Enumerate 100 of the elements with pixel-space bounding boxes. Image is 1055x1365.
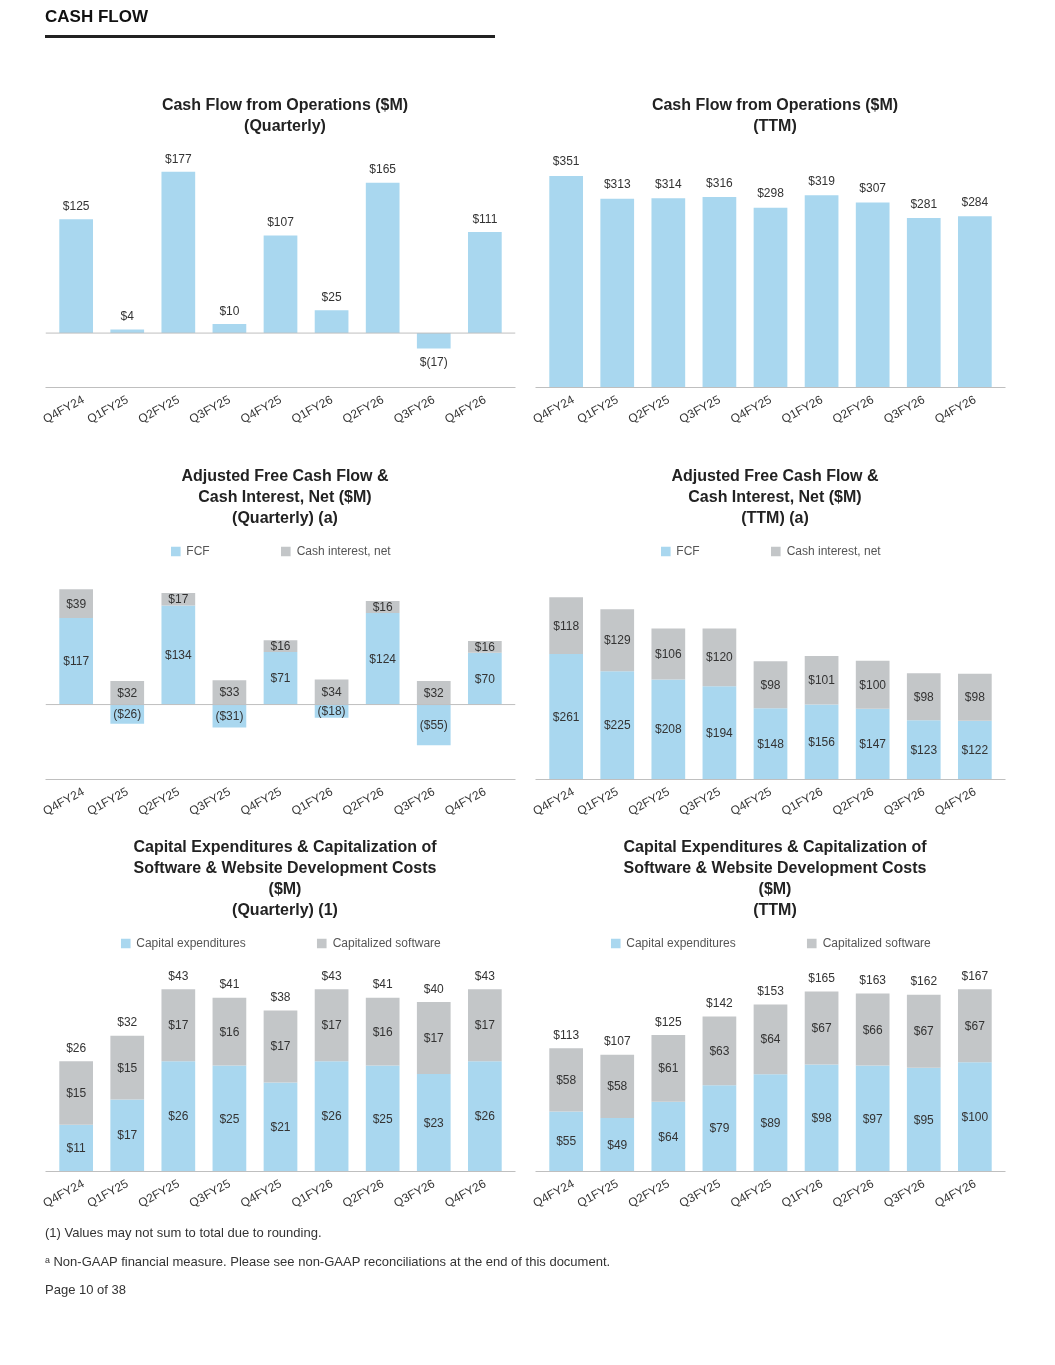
- bar: [957, 216, 992, 388]
- bar: [600, 609, 635, 672]
- data-label: $15: [117, 1060, 138, 1075]
- data-label: $261: [552, 710, 580, 725]
- bar: [753, 708, 788, 780]
- legend-label: FCF: [186, 544, 210, 559]
- data-label: $98: [811, 1111, 832, 1126]
- bar: [702, 1016, 737, 1086]
- bar: [855, 660, 890, 710]
- bar: [467, 1061, 502, 1172]
- chart-title: Cash Flow from Operations ($M) (TTM): [651, 95, 899, 137]
- chart-title: Adjusted Free Cash Flow & Cash Interest, Net ($M) (Quarterly) (a): [181, 466, 389, 529]
- data-label: ($18): [317, 704, 346, 719]
- data-label: $61: [658, 1061, 679, 1076]
- bar: [906, 720, 941, 780]
- bar: [314, 989, 349, 1062]
- total-label: $43: [168, 969, 189, 984]
- data-label: $298: [757, 186, 785, 201]
- data-label: $125: [62, 199, 90, 214]
- bar: [702, 197, 737, 388]
- data-label: $17: [168, 592, 189, 607]
- bar: [600, 671, 635, 780]
- data-label: $79: [709, 1121, 730, 1136]
- data-label: $16: [270, 639, 291, 654]
- data-label: $10: [219, 304, 240, 319]
- bar: [263, 652, 298, 705]
- data-label: $118: [553, 618, 580, 633]
- bar: [467, 989, 502, 1062]
- data-label: $67: [811, 1021, 832, 1036]
- data-label: $26: [321, 1109, 342, 1124]
- data-label: $225: [603, 718, 631, 733]
- data-label: $177: [164, 151, 192, 166]
- bar: [161, 989, 196, 1062]
- data-label: $17: [270, 1039, 291, 1054]
- bar: [365, 613, 400, 705]
- legend-label: Capitalized software: [332, 936, 441, 951]
- legend-label: Cash interest, net: [296, 544, 391, 559]
- data-label: $67: [913, 1024, 935, 1039]
- total-label: $162: [910, 974, 938, 989]
- bar: [957, 1062, 992, 1172]
- total-label: $32: [117, 1015, 138, 1030]
- data-label: $70: [474, 671, 496, 686]
- bar: [906, 218, 941, 388]
- data-label: $124: [369, 652, 397, 667]
- bar: [549, 1111, 584, 1172]
- data-label: $58: [556, 1073, 577, 1088]
- bar: [549, 176, 584, 388]
- total-label: $38: [270, 990, 291, 1005]
- bar: [957, 989, 992, 1063]
- data-label: $25: [321, 290, 342, 305]
- bar: [416, 1002, 451, 1075]
- data-label: $16: [474, 640, 496, 655]
- data-label: $63: [709, 1044, 730, 1059]
- total-label: $125: [654, 1014, 682, 1029]
- total-label: $107: [603, 1034, 631, 1049]
- bar: [753, 1004, 788, 1075]
- bar: [314, 1061, 349, 1172]
- bar: [702, 628, 737, 687]
- total-label: $26: [66, 1041, 87, 1056]
- total-label: $41: [372, 977, 394, 992]
- data-label: $17: [117, 1128, 138, 1143]
- text: (1) Values may not sum to total due to rounding.: [45, 1224, 322, 1243]
- data-label: $17: [474, 1018, 496, 1033]
- bar: [804, 704, 839, 780]
- total-label: $167: [961, 969, 989, 984]
- bar: [549, 654, 584, 780]
- bar: [957, 721, 992, 780]
- bar: [651, 628, 686, 680]
- bar: [161, 172, 196, 334]
- bar: [855, 1065, 890, 1172]
- data-label: $26: [474, 1109, 496, 1124]
- data-label: $17: [423, 1031, 445, 1046]
- bar: [110, 1099, 145, 1172]
- chart-title: Capital Expenditures & Capitalization of Software & Website Development Costs ($M) (TTM): [623, 837, 927, 921]
- bar: [467, 232, 502, 334]
- data-label: $100: [859, 678, 887, 693]
- total-label: $43: [474, 969, 496, 984]
- data-label: $208: [654, 722, 682, 737]
- data-label: $(17): [419, 355, 448, 370]
- data-label: $313: [603, 177, 631, 192]
- bar: [753, 1074, 788, 1172]
- data-label: $106: [654, 647, 682, 662]
- total-label: $153: [757, 984, 785, 999]
- data-label: ($55): [419, 718, 448, 733]
- data-label: $134: [164, 648, 192, 663]
- bar: [702, 1085, 737, 1172]
- bar: [416, 333, 451, 349]
- data-label: $71: [270, 671, 291, 686]
- data-label: $17: [168, 1018, 189, 1033]
- bar: [906, 673, 941, 721]
- bar: [957, 673, 992, 722]
- data-label: $16: [372, 600, 394, 615]
- data-label: $95: [913, 1112, 935, 1127]
- chart-title: Cash Flow from Operations ($M) (Quarterly): [161, 95, 409, 137]
- data-label: $4: [120, 309, 135, 324]
- bar: [753, 208, 788, 388]
- bar: [212, 1065, 247, 1172]
- text: CASH FLOW: [45, 5, 495, 39]
- bar: [549, 1048, 584, 1112]
- bar: [855, 202, 890, 388]
